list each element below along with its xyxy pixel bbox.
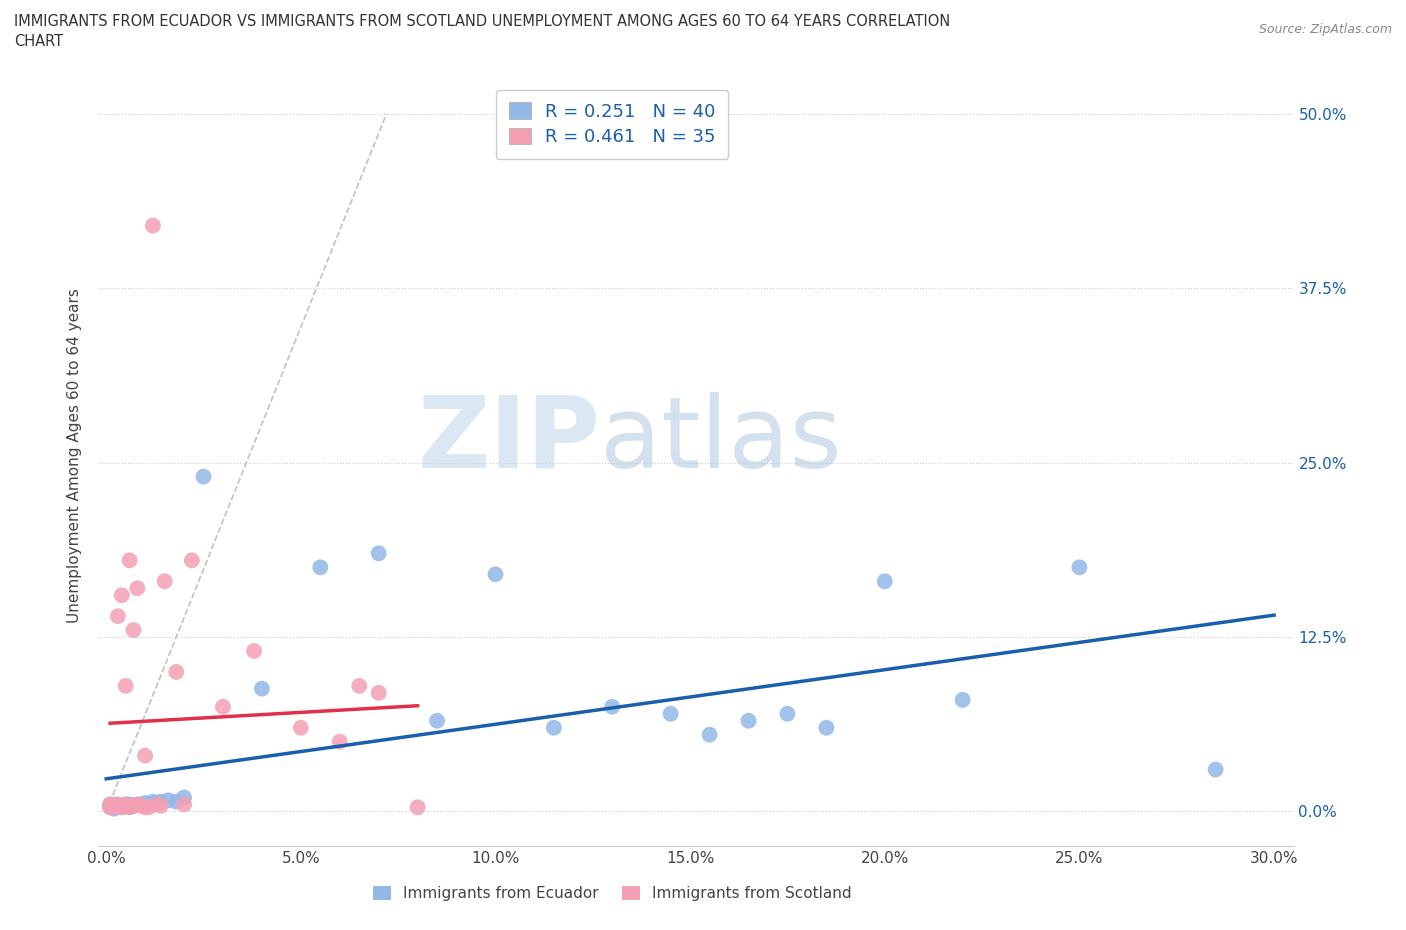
Point [193,469,215,484]
Point [142,794,165,809]
Point [1069,560,1091,575]
Point [329,735,352,750]
Point [114,798,136,813]
Point [243,644,266,658]
Point [484,566,506,582]
Point [134,800,156,815]
Text: Source: ZipAtlas.com: Source: ZipAtlas.com [1258,23,1392,36]
Point [157,792,180,807]
Point [114,797,136,812]
Text: IMMIGRANTS FROM ECUADOR VS IMMIGRANTS FROM SCOTLAND UNEMPLOYMENT AMONG AGES 60 T: IMMIGRANTS FROM ECUADOR VS IMMIGRANTS FR… [14,14,950,29]
Text: CHART: CHART [14,34,63,49]
Point [134,796,156,811]
Point [127,797,149,812]
Point [173,797,195,812]
Point [142,219,165,233]
Point [98,797,121,812]
Point [107,800,129,815]
Point [290,720,312,735]
Point [212,699,235,714]
Point [250,681,273,696]
Text: ZIP: ZIP [418,392,600,488]
Point [111,800,134,815]
Point [309,560,332,575]
Point [149,794,172,809]
Point [103,800,125,815]
Point [776,707,799,722]
Point [165,664,187,679]
Point [165,794,187,809]
Point [98,797,121,812]
Point [114,798,136,813]
Point [146,797,169,812]
Point [111,588,134,603]
Point [107,797,129,812]
Point [122,798,145,813]
Point [815,720,838,735]
Point [149,798,172,813]
Point [138,797,160,812]
Point [426,713,449,728]
Point [118,797,141,812]
Point [138,800,160,815]
Point [367,685,389,700]
Point [1205,763,1227,777]
Point [873,574,896,589]
Point [122,798,145,813]
Point [118,552,141,567]
Point [107,609,129,624]
Point [98,800,121,815]
Point [129,798,152,813]
Point [114,797,136,812]
Point [127,580,149,595]
Point [659,707,682,722]
Point [146,796,169,811]
Point [349,679,371,694]
Point [153,574,176,589]
Point [98,800,121,815]
Text: atlas: atlas [600,392,842,488]
Point [173,790,195,805]
Point [952,692,974,708]
Point [367,546,389,561]
Point [543,720,565,735]
Point [406,800,429,815]
Point [127,797,149,812]
Point [111,800,134,815]
Point [180,552,202,567]
Point [737,713,759,728]
Point [600,699,623,714]
Point [118,800,141,815]
Legend: Immigrants from Ecuador, Immigrants from Scotland: Immigrants from Ecuador, Immigrants from… [366,879,859,909]
Point [107,798,129,813]
Point [118,800,141,815]
Point [699,727,721,742]
Point [103,798,125,813]
Point [103,797,125,812]
Point [111,798,134,813]
Point [122,623,145,638]
Y-axis label: Unemployment Among Ages 60 to 64 years: Unemployment Among Ages 60 to 64 years [67,288,83,623]
Point [129,797,152,812]
Point [134,748,156,763]
Point [103,802,125,817]
Point [114,679,136,694]
